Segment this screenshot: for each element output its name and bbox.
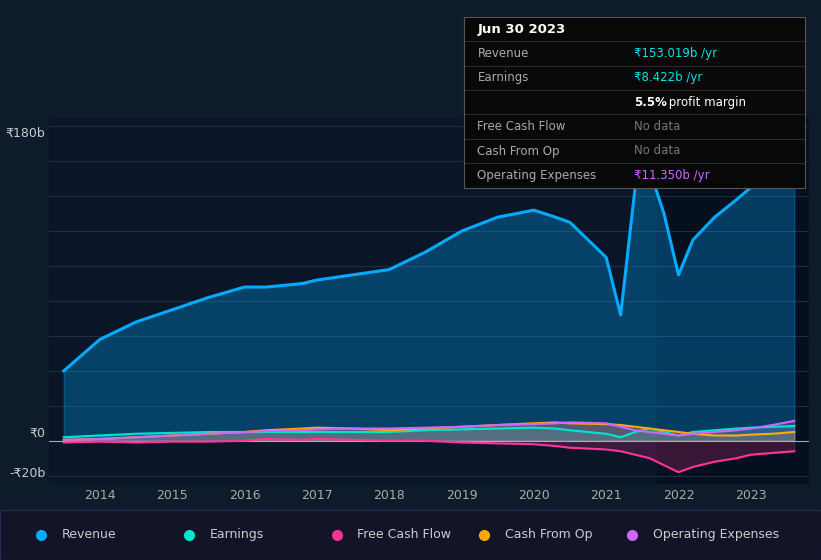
Text: No data: No data [635,120,681,133]
Text: profit margin: profit margin [665,96,746,109]
Text: Operating Expenses: Operating Expenses [478,169,597,182]
Text: Jun 30 2023: Jun 30 2023 [478,22,566,35]
Text: ₹8.422b /yr: ₹8.422b /yr [635,71,703,85]
Text: Cash From Op: Cash From Op [478,144,560,157]
Text: Cash From Op: Cash From Op [505,528,593,542]
Text: Free Cash Flow: Free Cash Flow [478,120,566,133]
Text: Operating Expenses: Operating Expenses [653,528,779,542]
Text: Revenue: Revenue [62,528,117,542]
Text: 5.5%: 5.5% [635,96,667,109]
Text: -₹20b: -₹20b [9,467,45,480]
Text: Free Cash Flow: Free Cash Flow [357,528,451,542]
Text: ₹153.019b /yr: ₹153.019b /yr [635,47,718,60]
Bar [657,118,809,484]
Text: ₹0: ₹0 [30,427,45,440]
Text: ₹11.350b /yr: ₹11.350b /yr [635,169,710,182]
Text: Earnings: Earnings [478,71,529,85]
Text: Revenue: Revenue [478,47,529,60]
Text: ₹180b: ₹180b [6,127,45,140]
Text: Earnings: Earnings [209,528,264,542]
Text: No data: No data [635,144,681,157]
